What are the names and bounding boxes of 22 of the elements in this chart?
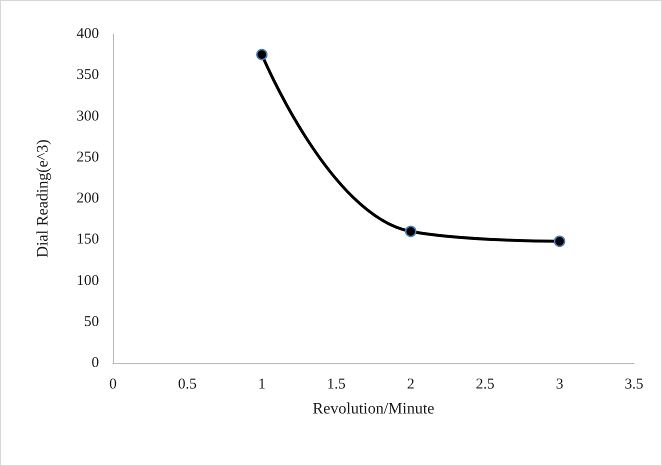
x-tick-label: 2.5 [476,376,495,392]
point [404,226,416,238]
x-tick-label: 1.5 [326,376,346,392]
y-tick-label: 350 [76,67,99,84]
y-tick-label: 50 [84,314,99,330]
point [256,48,268,60]
x-tick-label: 2 [406,376,414,392]
x-tick-label: 0.5 [178,376,197,392]
x-tick-label: 0 [109,376,117,392]
y-tick-label: 150 [76,232,99,248]
y-tick-label: 300 [76,108,99,124]
x-tick-label: 1 [258,376,266,392]
y-axis-title: Dial Reading(e^3) [34,139,52,258]
y-tick-label: 250 [76,149,99,166]
y-tick-label: 0 [92,355,99,371]
y-tick-label: 200 [76,190,99,206]
point [554,236,566,248]
y-tick-label: 100 [76,272,99,289]
y-tick-label: 400 [76,26,99,42]
x-tick-label: 3 [556,376,564,392]
x-tick-label: 3.5 [624,376,644,392]
x-axis-title: Revolution/Minute [312,400,434,418]
